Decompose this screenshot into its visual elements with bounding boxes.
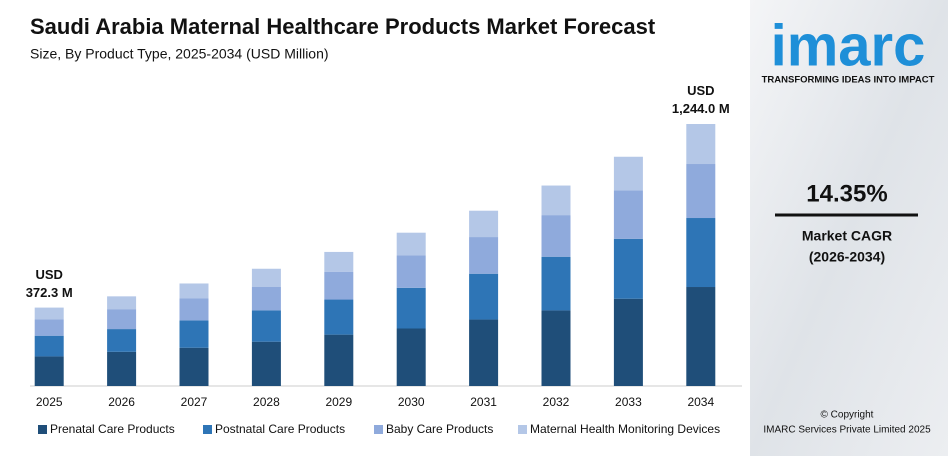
- legend-swatch: [374, 425, 383, 434]
- bar-segment: [34, 319, 64, 336]
- x-tick-label: 2027: [181, 395, 208, 409]
- bar-segment: [251, 268, 281, 287]
- bar-segment: [179, 283, 209, 299]
- legend-label: Prenatal Care Products: [50, 422, 175, 436]
- bar-segment: [686, 287, 716, 386]
- x-tick-label: 2028: [253, 395, 280, 409]
- logo: imarc: [771, 13, 926, 78]
- bar-segment: [324, 334, 354, 386]
- total-label: USD 1,244.0 M: [671, 83, 730, 116]
- bar-segment: [469, 273, 499, 320]
- chart-subtitle: Size, By Product Type, 2025-2034 (USD Mi…: [30, 46, 329, 62]
- bar-segment: [613, 238, 643, 299]
- bar-segment: [686, 124, 716, 165]
- legend-label: Baby Care Products: [386, 422, 493, 436]
- bar-segment: [34, 335, 64, 357]
- cagr-value: 14.35%: [806, 180, 887, 207]
- bar-segment: [251, 310, 281, 342]
- bar-segment: [541, 310, 571, 386]
- bar-segment: [179, 298, 209, 321]
- legend-swatch: [38, 425, 47, 434]
- bar-segment: [396, 255, 426, 288]
- copyright: © Copyright: [821, 410, 874, 421]
- x-tick-label: 2031: [470, 395, 497, 409]
- legend-label: Maternal Health Monitoring Devices: [530, 422, 720, 436]
- bar-segment: [541, 215, 571, 257]
- bar-segment: [324, 299, 354, 335]
- x-tick-label: 2029: [325, 395, 352, 409]
- sidebar-background: [750, 0, 948, 456]
- bar-segment: [251, 341, 281, 386]
- x-tick-label: 2026: [108, 395, 135, 409]
- legend-swatch: [203, 425, 212, 434]
- cagr-label: Market CAGR: [802, 228, 892, 244]
- bar-segment: [541, 185, 571, 216]
- cagr-period: (2026-2034): [809, 249, 885, 265]
- bar-segment: [613, 190, 643, 239]
- tagline: TRANSFORMING IDEAS INTO IMPACT: [762, 75, 935, 86]
- bar-segment: [107, 309, 137, 330]
- x-tick-label: 2033: [615, 395, 642, 409]
- total-label: USD 372.3 M: [25, 266, 73, 300]
- bar-segment: [179, 347, 209, 386]
- bar-segment: [396, 328, 426, 386]
- x-tick-label: 2030: [398, 395, 425, 409]
- bar-segment: [686, 218, 716, 288]
- bar-segment: [469, 210, 499, 238]
- bar-segment: [469, 237, 499, 274]
- bar-segment: [107, 329, 137, 352]
- x-tick-label: 2032: [543, 395, 570, 409]
- x-tick-label: 2034: [687, 395, 714, 409]
- bar-segment: [686, 164, 716, 219]
- company: IMARC Services Private Limited 2025: [763, 425, 931, 436]
- legend-label: Postnatal Care Products: [215, 422, 345, 436]
- bar-segment: [541, 256, 571, 311]
- bar-segment: [469, 319, 499, 386]
- legend-swatch: [518, 425, 527, 434]
- bar-segment: [107, 351, 137, 386]
- bar-segment: [107, 296, 137, 310]
- bar-segment: [179, 320, 209, 348]
- bar-segment: [396, 287, 426, 329]
- x-tick-label: 2025: [36, 395, 63, 409]
- bar-segment: [324, 271, 354, 300]
- bar-segment: [251, 286, 281, 311]
- bar-segment: [34, 307, 64, 320]
- bar-segment: [34, 356, 64, 386]
- bar-segment: [613, 298, 643, 386]
- bar-segment: [324, 251, 354, 272]
- bar-segment: [396, 232, 426, 256]
- chart-title: Saudi Arabia Maternal Healthcare Product…: [30, 14, 656, 39]
- bar-segment: [613, 156, 643, 191]
